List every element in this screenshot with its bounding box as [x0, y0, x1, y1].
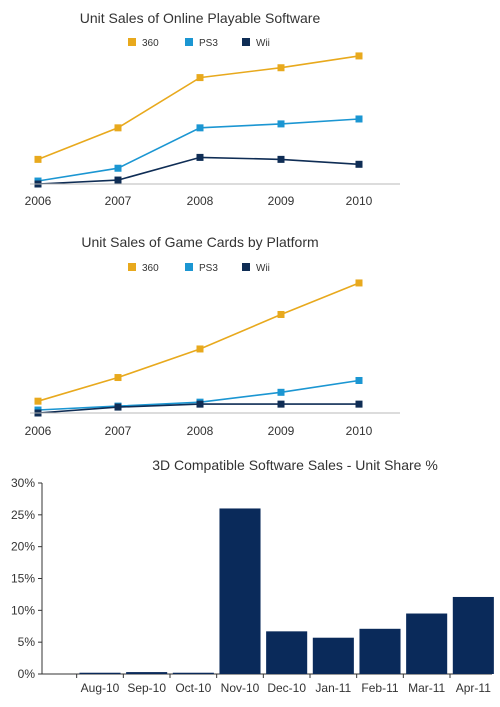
data-point-wii — [114, 176, 122, 184]
bar-nov-10 — [219, 508, 261, 674]
data-point-ps3 — [355, 115, 363, 123]
data-point-360 — [196, 74, 204, 82]
x-tick-label: 2010 — [346, 424, 373, 438]
x-tick-label: 2007 — [105, 194, 132, 208]
series-group — [34, 279, 363, 417]
data-point-360 — [34, 155, 42, 163]
x-tick-label: 2008 — [187, 194, 214, 208]
legend-swatch-wii — [242, 263, 250, 271]
data-point-360 — [34, 397, 42, 405]
series-line-360 — [37, 282, 360, 402]
x-tick-label: 2008 — [187, 424, 214, 438]
y-tick-label: 5% — [18, 635, 36, 649]
legend-label-360: 360 — [142, 38, 159, 49]
x-tick-label: Dec-10 — [267, 681, 306, 695]
data-point-360 — [277, 310, 285, 318]
3d-share-bar-chart: 3D Compatible Software Sales - Unit Shar… — [11, 457, 494, 695]
data-point-wii — [277, 155, 285, 163]
data-point-wii — [355, 160, 363, 168]
game-cards-line-chart: Unit Sales of Game Cards by Platform 360… — [25, 234, 400, 438]
legend-swatch-ps3 — [185, 263, 193, 271]
bar-dec-10 — [266, 631, 308, 674]
bars-group — [79, 508, 494, 674]
legend-label-ps3: PS3 — [199, 38, 218, 49]
x-tick-label: Aug-10 — [81, 681, 120, 695]
y-tick-label: 25% — [11, 508, 35, 522]
legend: 360 PS3 Wii — [128, 38, 270, 49]
legend-swatch-360 — [128, 38, 136, 46]
bar-aug-10 — [79, 672, 121, 674]
series-line-360 — [37, 55, 360, 161]
data-point-360 — [114, 124, 122, 132]
x-tick-label: 2009 — [268, 194, 295, 208]
data-point-wii — [196, 400, 204, 408]
x-tick-label: 2007 — [105, 424, 132, 438]
y-tick-label: 0% — [18, 667, 36, 681]
bar-oct-10 — [172, 672, 214, 674]
bar-sep-10 — [126, 672, 168, 674]
online-software-line-chart: Unit Sales of Online Playable Software 3… — [25, 10, 400, 208]
data-point-ps3 — [114, 164, 122, 172]
data-point-ps3 — [196, 124, 204, 132]
bar-jan-11 — [312, 637, 354, 674]
x-axis: 2006 2007 2008 2009 2010 — [25, 412, 400, 438]
legend-swatch-ps3 — [185, 38, 193, 46]
x-tick-label: 2006 — [25, 424, 52, 438]
axes: 0% 5% 10% 15% 20% 25% 30% Aug-10 Sep-10 Oct-10 Nov… — [11, 476, 492, 695]
chart-title: 3D Compatible Software Sales - Unit Shar… — [152, 457, 438, 473]
data-point-360 — [355, 52, 363, 60]
series-line-wii — [37, 156, 360, 185]
chart-title: Unit Sales of Online Playable Software — [80, 10, 321, 26]
chart-title: Unit Sales of Game Cards by Platform — [81, 234, 318, 250]
x-tick-label: 2010 — [346, 194, 373, 208]
y-tick-label: 10% — [11, 603, 35, 617]
bar-feb-11 — [359, 628, 401, 674]
x-tick-label: Apr-11 — [456, 681, 491, 695]
data-point-ps3 — [355, 376, 363, 384]
series-group — [34, 52, 363, 188]
x-tick-label: Sep-10 — [127, 681, 166, 695]
y-tick-label: 15% — [11, 572, 35, 586]
legend-label-ps3: PS3 — [199, 263, 218, 274]
data-point-360 — [355, 279, 363, 287]
data-point-wii — [355, 400, 363, 408]
data-point-360 — [114, 374, 122, 382]
y-tick-label: 30% — [11, 476, 35, 490]
x-axis: 2006 2007 2008 2009 2010 — [25, 183, 400, 208]
bar-apr-11 — [452, 596, 494, 674]
legend-label-wii: Wii — [256, 38, 270, 49]
y-tick-label: 20% — [11, 540, 35, 554]
x-tick-label: Mar-11 — [408, 681, 445, 695]
bar-mar-11 — [406, 613, 448, 674]
legend: 360 PS3 Wii — [128, 263, 270, 274]
data-point-wii — [196, 153, 204, 161]
legend-swatch-360 — [128, 263, 136, 271]
data-point-ps3 — [277, 388, 285, 396]
data-point-360 — [277, 64, 285, 72]
data-point-ps3 — [277, 120, 285, 128]
x-tick-label: 2009 — [268, 424, 295, 438]
data-point-wii — [114, 403, 122, 411]
x-tick-label: Nov-10 — [221, 681, 260, 695]
data-point-wii — [277, 400, 285, 408]
x-tick-label: Oct-10 — [175, 681, 211, 695]
legend-label-wii: Wii — [256, 263, 270, 274]
data-point-360 — [196, 345, 204, 353]
x-tick-label: Jan-11 — [315, 681, 351, 695]
legend-label-360: 360 — [142, 263, 159, 274]
x-tick-label: Feb-11 — [361, 681, 398, 695]
x-tick-label: 2006 — [25, 194, 52, 208]
legend-swatch-wii — [242, 38, 250, 46]
